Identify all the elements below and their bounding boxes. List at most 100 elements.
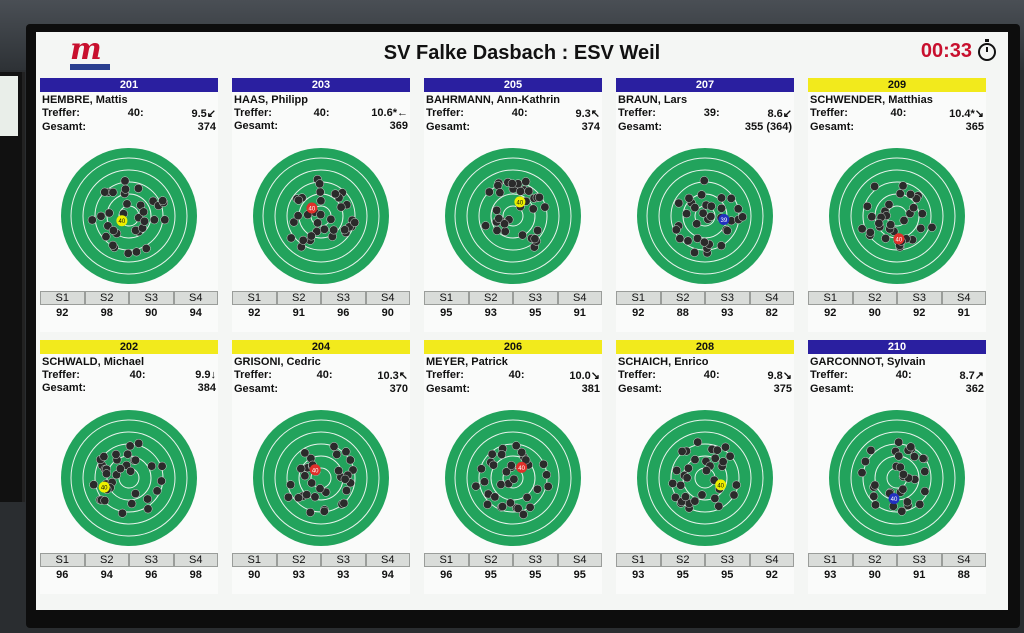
target-face: 40 bbox=[61, 148, 197, 284]
series-label: S1 bbox=[40, 291, 85, 305]
series-values: 93 95 95 92 bbox=[616, 567, 794, 581]
total-label: Gesamt: bbox=[618, 121, 663, 133]
lane-number: 207 bbox=[616, 78, 794, 92]
last-shot-label: 40 bbox=[518, 466, 525, 472]
series-label: S4 bbox=[173, 291, 218, 305]
shot-mark bbox=[865, 227, 875, 237]
shot-mark bbox=[725, 451, 735, 461]
series-score: 95 bbox=[529, 307, 542, 319]
shooter-name: SCHWENDER, Matthias bbox=[810, 94, 933, 106]
shot-mark bbox=[492, 205, 502, 215]
shot-mark bbox=[513, 504, 523, 513]
shooter-name: HAAS, Philipp bbox=[234, 94, 308, 106]
shot-mark bbox=[315, 187, 325, 197]
shot-mark bbox=[886, 220, 896, 230]
series-score: 91 bbox=[292, 307, 305, 319]
series-labels: S1 S2 S3 S4 bbox=[232, 553, 410, 567]
shot-mark bbox=[133, 183, 143, 193]
series-label: S2 bbox=[660, 553, 705, 567]
shot-mark bbox=[315, 484, 325, 494]
total-label: Gesamt: bbox=[42, 382, 87, 394]
target-face: 40 bbox=[637, 410, 773, 546]
series-score: 93 bbox=[632, 569, 645, 581]
series-score: 88 bbox=[957, 569, 970, 581]
series-score: 98 bbox=[189, 569, 202, 581]
shot-mark bbox=[100, 187, 110, 197]
shot-mark bbox=[683, 236, 693, 246]
total-score: 362 bbox=[965, 383, 984, 395]
lane-number: 205 bbox=[424, 78, 602, 92]
shot-mark bbox=[108, 226, 118, 235]
shooter-name: SCHAICH, Enrico bbox=[618, 356, 709, 368]
shot-mark bbox=[909, 203, 919, 213]
series-score: 91 bbox=[913, 569, 926, 581]
hits-count: 39: bbox=[703, 107, 720, 119]
series-label: S4 bbox=[749, 553, 794, 567]
series-label: S3 bbox=[513, 291, 558, 305]
series-table: S1 S2 S3 S4 93 90 91 88 bbox=[808, 553, 986, 581]
shot-mark bbox=[690, 203, 700, 213]
target-ring bbox=[658, 169, 752, 263]
series-label: S2 bbox=[84, 291, 129, 305]
shot-mark bbox=[480, 477, 489, 487]
shot-mark bbox=[539, 459, 548, 469]
target-disc bbox=[637, 410, 773, 546]
last-shot-marker bbox=[306, 202, 318, 214]
shot-mark bbox=[906, 442, 916, 452]
target-ring bbox=[82, 431, 176, 525]
shot-mark bbox=[319, 506, 329, 516]
series-label: S3 bbox=[705, 553, 750, 567]
shot-mark bbox=[697, 190, 707, 200]
hits-label: Treffer: bbox=[810, 369, 848, 381]
shooter-panel-206: 206 MEYER, Patrick Treffer: 40: 10.0↘ Gesamt:… bbox=[424, 340, 602, 594]
total-score: 375 bbox=[773, 383, 792, 395]
shot-mark bbox=[501, 467, 511, 477]
series-values: 92 98 90 94 bbox=[40, 305, 218, 319]
last-shot-label: 40 bbox=[101, 486, 108, 492]
shooter-panel-209: 209 SCHWENDER, Matthias Treffer: 40: 10.4*↘ G… bbox=[808, 78, 986, 332]
series-values: 92 90 92 91 bbox=[808, 305, 986, 319]
shot-mark bbox=[738, 212, 748, 222]
shot-mark bbox=[540, 202, 550, 212]
shot-mark bbox=[329, 225, 339, 235]
hits-label: Treffer: bbox=[42, 107, 80, 119]
target-ring bbox=[70, 157, 188, 275]
target-ring bbox=[646, 419, 764, 537]
series-label: S3 bbox=[897, 291, 942, 305]
shot-mark bbox=[898, 181, 908, 191]
series-label: S1 bbox=[616, 291, 661, 305]
series-label: S1 bbox=[40, 553, 85, 567]
series-score: 93 bbox=[824, 569, 837, 581]
shot-mark bbox=[306, 231, 316, 241]
shot-mark bbox=[675, 234, 685, 244]
series-labels: S1 S2 S3 S4 bbox=[808, 553, 986, 567]
series-label: S3 bbox=[129, 553, 174, 567]
shot-mark bbox=[330, 189, 340, 199]
series-label: S2 bbox=[468, 291, 513, 305]
shot-mark bbox=[912, 194, 921, 204]
shot-mark bbox=[120, 176, 130, 186]
shot-mark bbox=[507, 179, 517, 189]
shot-mark bbox=[319, 224, 329, 234]
last-shot-value: 10.6*← bbox=[371, 107, 408, 119]
shot-mark bbox=[316, 210, 326, 220]
last-shot-value: 10.4*↘ bbox=[949, 108, 984, 120]
target-ring bbox=[262, 157, 380, 275]
shot-mark bbox=[505, 498, 515, 508]
series-label: S1 bbox=[424, 553, 469, 567]
shooter-panel-205: 205 BAHRMANN, Ann-Kathrin Treffer: 40: 9.3↖ G… bbox=[424, 78, 602, 332]
shot-mark bbox=[121, 184, 130, 194]
shot-mark bbox=[898, 484, 908, 494]
shot-mark bbox=[530, 234, 540, 244]
shooter-name: SCHWALD, Michael bbox=[42, 356, 145, 368]
last-shot-marker bbox=[715, 479, 727, 491]
series-score: 96 bbox=[337, 307, 350, 319]
shot-mark bbox=[682, 473, 692, 483]
shot-mark bbox=[310, 492, 320, 502]
last-shot-value: 8.6↙ bbox=[767, 108, 792, 120]
shot-mark bbox=[701, 466, 711, 476]
target-ring bbox=[454, 419, 572, 537]
last-shot-marker bbox=[514, 196, 526, 208]
shot-mark bbox=[340, 474, 350, 484]
total-score: 381 bbox=[581, 383, 600, 395]
